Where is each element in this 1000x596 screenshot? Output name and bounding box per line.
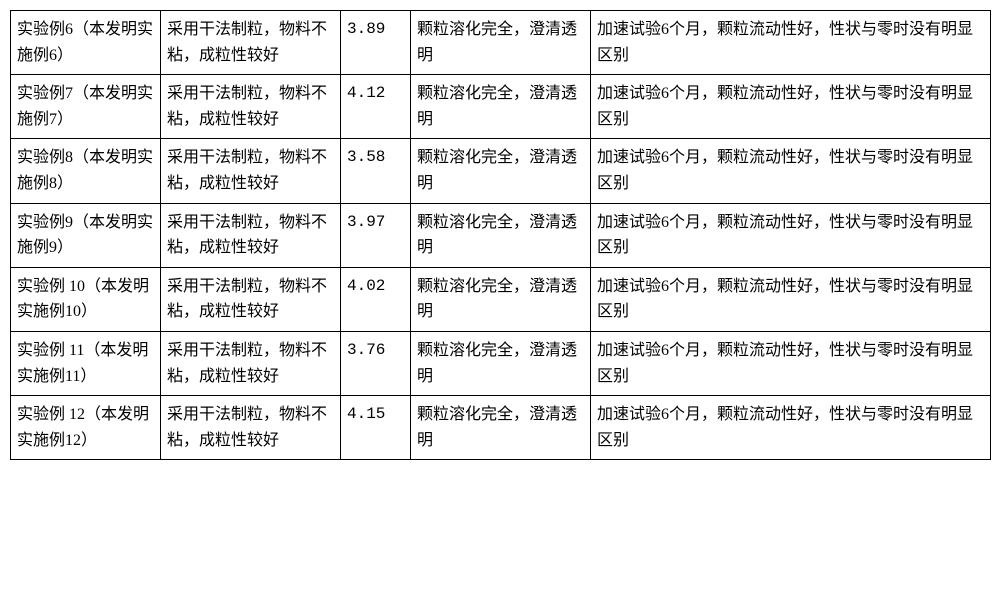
cell-example: 实验例 11（本发明实施例11）: [11, 331, 161, 395]
cell-stability: 加速试验6个月，颗粒流动性好，性状与零时没有明显区别: [591, 11, 991, 75]
cell-value: 3.97: [341, 203, 411, 267]
table-row: 实验例 12（本发明实施例12） 采用干法制粒，物料不粘，成粒性较好 4.15 …: [11, 396, 991, 460]
cell-example: 实验例6（本发明实施例6）: [11, 11, 161, 75]
cell-stability: 加速试验6个月，颗粒流动性好，性状与零时没有明显区别: [591, 396, 991, 460]
cell-dissolution: 颗粒溶化完全，澄清透明: [411, 11, 591, 75]
table-row: 实验例6（本发明实施例6） 采用干法制粒，物料不粘，成粒性较好 3.89 颗粒溶…: [11, 11, 991, 75]
cell-process: 采用干法制粒，物料不粘，成粒性较好: [161, 75, 341, 139]
cell-value: 3.89: [341, 11, 411, 75]
cell-example: 实验例8（本发明实施例8）: [11, 139, 161, 203]
cell-example: 实验例 12（本发明实施例12）: [11, 396, 161, 460]
cell-value: 4.02: [341, 267, 411, 331]
table-row: 实验例8（本发明实施例8） 采用干法制粒，物料不粘，成粒性较好 3.58 颗粒溶…: [11, 139, 991, 203]
cell-example: 实验例 10（本发明实施例10）: [11, 267, 161, 331]
table-row: 实验例 11（本发明实施例11） 采用干法制粒，物料不粘，成粒性较好 3.76 …: [11, 331, 991, 395]
cell-stability: 加速试验6个月，颗粒流动性好，性状与零时没有明显区别: [591, 331, 991, 395]
cell-process: 采用干法制粒，物料不粘，成粒性较好: [161, 267, 341, 331]
cell-value: 4.12: [341, 75, 411, 139]
table-row: 实验例9（本发明实施例9） 采用干法制粒，物料不粘，成粒性较好 3.97 颗粒溶…: [11, 203, 991, 267]
cell-process: 采用干法制粒，物料不粘，成粒性较好: [161, 331, 341, 395]
cell-dissolution: 颗粒溶化完全，澄清透明: [411, 396, 591, 460]
cell-example: 实验例9（本发明实施例9）: [11, 203, 161, 267]
cell-process: 采用干法制粒，物料不粘，成粒性较好: [161, 139, 341, 203]
cell-process: 采用干法制粒，物料不粘，成粒性较好: [161, 11, 341, 75]
cell-dissolution: 颗粒溶化完全，澄清透明: [411, 267, 591, 331]
cell-value: 3.58: [341, 139, 411, 203]
table-row: 实验例 10（本发明实施例10） 采用干法制粒，物料不粘，成粒性较好 4.02 …: [11, 267, 991, 331]
experiment-table: 实验例6（本发明实施例6） 采用干法制粒，物料不粘，成粒性较好 3.89 颗粒溶…: [10, 10, 991, 460]
cell-dissolution: 颗粒溶化完全，澄清透明: [411, 75, 591, 139]
cell-example: 实验例7（本发明实施例7）: [11, 75, 161, 139]
cell-stability: 加速试验6个月，颗粒流动性好，性状与零时没有明显区别: [591, 267, 991, 331]
cell-stability: 加速试验6个月，颗粒流动性好，性状与零时没有明显区别: [591, 203, 991, 267]
cell-stability: 加速试验6个月，颗粒流动性好，性状与零时没有明显区别: [591, 75, 991, 139]
cell-dissolution: 颗粒溶化完全，澄清透明: [411, 331, 591, 395]
cell-dissolution: 颗粒溶化完全，澄清透明: [411, 139, 591, 203]
cell-value: 3.76: [341, 331, 411, 395]
table-row: 实验例7（本发明实施例7） 采用干法制粒，物料不粘，成粒性较好 4.12 颗粒溶…: [11, 75, 991, 139]
cell-stability: 加速试验6个月，颗粒流动性好，性状与零时没有明显区别: [591, 139, 991, 203]
cell-process: 采用干法制粒，物料不粘，成粒性较好: [161, 396, 341, 460]
cell-process: 采用干法制粒，物料不粘，成粒性较好: [161, 203, 341, 267]
cell-dissolution: 颗粒溶化完全，澄清透明: [411, 203, 591, 267]
table-body: 实验例6（本发明实施例6） 采用干法制粒，物料不粘，成粒性较好 3.89 颗粒溶…: [11, 11, 991, 460]
cell-value: 4.15: [341, 396, 411, 460]
